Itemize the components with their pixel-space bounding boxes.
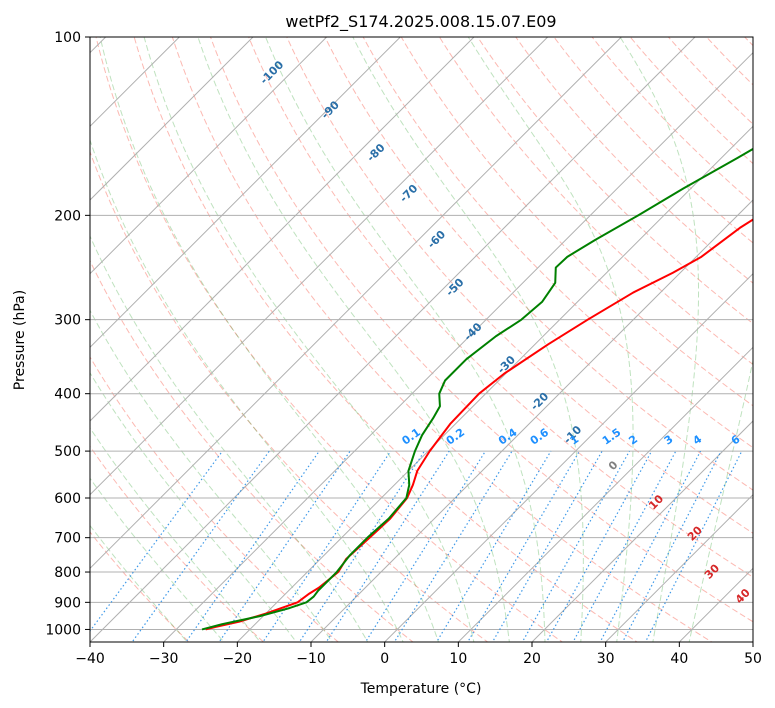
y-tick-label: 1000: [45, 622, 81, 638]
x-tick-label: −10: [296, 651, 326, 667]
mixing-ratio-line: [185, 450, 320, 642]
x-tick-label: 30: [597, 651, 615, 667]
y-tick-label: 100: [54, 30, 81, 46]
mixing-ratio-line: [325, 450, 450, 642]
mixing-ratio-line: [644, 450, 743, 642]
dry-adiabat-line: [324, 37, 753, 491]
isotherm-line: [605, 493, 753, 642]
x-tick-label: 20: [523, 651, 541, 667]
dry-adiabat-line: [286, 37, 753, 534]
mixing-ratio-line: [131, 450, 270, 642]
isotherm-line: [90, 37, 622, 570]
dry-adiabats: [90, 37, 753, 642]
mixing-ratio-lines: [90, 450, 743, 642]
y-tick-label: 400: [54, 387, 81, 403]
dry-adiabat-line: [362, 37, 753, 449]
x-axis: −40 −30 −20 −10 0 10 20 30 40 50: [75, 642, 762, 667]
y-tick-label: 800: [54, 565, 81, 581]
y-tick-label: 700: [54, 531, 81, 547]
y-tick-label: 500: [54, 444, 81, 460]
x-tick-label: −30: [149, 651, 179, 667]
dry-adiabat-line: [209, 37, 753, 623]
dry-adiabat-line: [515, 37, 753, 284]
mixing-ratio-line: [545, 450, 653, 642]
y-tick-label: 900: [54, 595, 81, 611]
x-tick-label: 0: [380, 651, 389, 667]
plot-background: [90, 37, 753, 642]
x-tick-label: 50: [744, 651, 762, 667]
isotherm-grid: [90, 37, 753, 642]
mixing-ratio-line: [218, 450, 351, 642]
isotherm-line: [531, 420, 753, 642]
dry-adiabat-line: [90, 150, 489, 642]
moist-adiabat-line: [90, 524, 188, 642]
mixing-ratio-line: [262, 450, 392, 642]
dry-adiabat-line: [400, 37, 753, 407]
x-tick-label: −40: [75, 651, 105, 667]
isotherm-line: [384, 272, 753, 642]
y-tick-label: 200: [54, 208, 81, 224]
x-tick-label: −20: [223, 651, 253, 667]
dry-adiabat-line: [553, 37, 753, 244]
y-axis: 100 200 300 400 500 600 700 800 900 1000: [45, 30, 90, 638]
dry-adiabat-line: [90, 445, 265, 642]
profile-series: [201, 147, 753, 631]
isotherm-line: [90, 37, 549, 496]
dry-adiabat-line: [248, 37, 753, 578]
chart-title: wetPf2_S174.2025.008.15.07.E09: [285, 12, 556, 32]
x-axis-label: Temperature (°C): [360, 681, 482, 697]
mixing-ratio-line: [435, 450, 552, 642]
dry-adiabat-line: [90, 356, 339, 642]
x-tick-label: 40: [670, 651, 688, 667]
isotherm-line: [310, 199, 753, 642]
y-tick-label: 300: [54, 313, 81, 329]
plot-frame: [89, 36, 754, 643]
mixing-ratio-line: [521, 450, 631, 642]
isotherm-line: [90, 37, 475, 422]
dry-adiabat-line: [171, 37, 713, 642]
plot-area: -100-90-80-70-60-50-40-30-20-10010203040…: [90, 37, 753, 642]
dewpoint-profile-line: [201, 147, 753, 631]
y-tick-label: 600: [54, 491, 81, 507]
mixing-ratio-line: [491, 450, 603, 642]
dry-adiabat-line: [438, 37, 753, 366]
temperature-profile-line: [205, 218, 753, 631]
isotherm-line: [90, 37, 254, 201]
dry-adiabat-line: [95, 37, 564, 642]
dry-adiabat-line: [629, 37, 753, 165]
dry-adiabat-line: [90, 259, 414, 642]
isotherm-line: [457, 346, 753, 642]
isotherm-line: [90, 37, 696, 642]
isotherm-line: [90, 37, 401, 349]
y-axis-label: Pressure (hPa): [12, 290, 28, 390]
isobar-grid: [90, 37, 753, 630]
isotherm-line: [163, 51, 753, 642]
isotherm-line: [236, 125, 753, 642]
isotherm-line: [90, 37, 328, 275]
x-tick-label: 10: [449, 651, 467, 667]
mixing-ratio-line: [298, 450, 425, 642]
dry-adiabat-line: [133, 37, 638, 642]
